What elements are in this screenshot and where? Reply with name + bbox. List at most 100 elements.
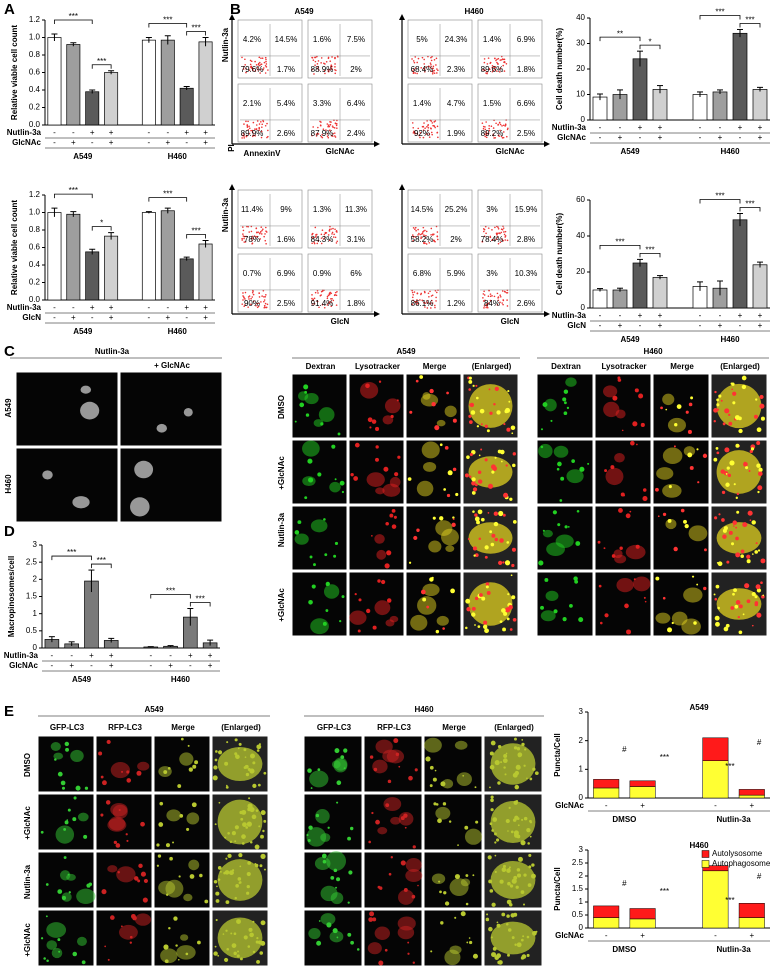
label: 6.9% xyxy=(277,269,295,278)
puncta xyxy=(515,764,521,770)
puncta xyxy=(635,544,640,549)
event-dot xyxy=(260,121,262,123)
label: 6% xyxy=(350,269,362,278)
puncta xyxy=(252,920,255,923)
puncta xyxy=(464,825,469,830)
puncta xyxy=(407,952,410,955)
significance-bracket xyxy=(91,226,112,231)
puncta xyxy=(252,783,257,788)
puncta xyxy=(413,535,418,541)
puncta xyxy=(464,473,469,478)
event-dot xyxy=(314,56,316,59)
label: 0.2 xyxy=(29,278,41,287)
label: Nutlin-3a xyxy=(7,128,42,137)
event-dot xyxy=(315,133,318,135)
label: + xyxy=(109,128,114,137)
puncta xyxy=(333,554,337,558)
event-dot xyxy=(412,70,414,72)
event-dot xyxy=(421,56,424,59)
event-dot xyxy=(485,121,487,123)
puncta xyxy=(241,809,247,815)
cell xyxy=(118,924,138,940)
label: GFP-LC3 xyxy=(50,723,85,732)
event-dot xyxy=(332,132,334,135)
puncta xyxy=(67,873,70,876)
puncta xyxy=(334,541,339,546)
puncta xyxy=(247,945,251,948)
event-dot xyxy=(259,68,262,71)
puncta xyxy=(501,912,506,917)
label: * xyxy=(648,37,651,46)
puncta xyxy=(757,549,761,552)
event-dot xyxy=(256,66,259,69)
puncta xyxy=(732,401,736,405)
puncta xyxy=(502,864,506,868)
puncta xyxy=(226,784,228,787)
label: + xyxy=(203,128,208,137)
event-dot xyxy=(492,127,495,129)
cell xyxy=(468,522,513,554)
puncta xyxy=(439,443,443,447)
puncta xyxy=(512,617,517,622)
puncta xyxy=(129,941,132,944)
puncta xyxy=(369,911,375,917)
cell xyxy=(366,472,385,487)
label: 0.4 xyxy=(29,85,41,94)
event-dot xyxy=(419,131,422,134)
puncta xyxy=(735,552,741,558)
label: 1.2 xyxy=(29,15,41,24)
puncta xyxy=(757,485,763,491)
event-dot xyxy=(315,135,318,137)
event-dot xyxy=(415,229,417,232)
label: + xyxy=(109,313,114,322)
puncta xyxy=(714,615,720,621)
event-dot xyxy=(258,64,261,67)
puncta xyxy=(231,831,236,836)
micrograph xyxy=(15,371,119,447)
cell xyxy=(66,873,76,881)
puncta xyxy=(497,449,502,454)
event-dot xyxy=(429,62,432,64)
cell xyxy=(422,583,440,597)
event-dot xyxy=(500,231,503,234)
puncta xyxy=(442,627,445,630)
cell xyxy=(436,419,446,427)
puncta xyxy=(471,481,476,486)
event-dot xyxy=(504,125,506,127)
label: H460 xyxy=(4,474,13,494)
cell xyxy=(134,460,154,479)
label: 86.1% xyxy=(411,299,434,308)
puncta xyxy=(403,888,408,892)
event-dot xyxy=(320,135,323,138)
puncta xyxy=(725,482,730,487)
puncta xyxy=(509,628,513,631)
puncta xyxy=(720,399,723,402)
puncta xyxy=(722,422,726,426)
event-dot xyxy=(260,63,263,66)
puncta xyxy=(232,869,235,872)
event-dot xyxy=(497,299,500,302)
puncta xyxy=(454,874,460,880)
puncta xyxy=(529,777,533,781)
event-dot xyxy=(484,128,487,131)
cell xyxy=(390,816,401,825)
puncta xyxy=(325,609,329,612)
puncta xyxy=(690,396,694,400)
event-dot xyxy=(430,295,433,297)
event-dot xyxy=(262,228,264,231)
event-dot xyxy=(244,298,246,300)
puncta xyxy=(323,518,326,521)
puncta xyxy=(489,889,494,893)
cell xyxy=(540,610,556,622)
label: 2.5% xyxy=(277,299,295,308)
event-dot xyxy=(263,300,265,303)
event-dot xyxy=(425,66,427,68)
puncta xyxy=(696,448,699,451)
event-dot xyxy=(258,232,261,235)
event-dot xyxy=(256,235,259,238)
event-dot xyxy=(254,135,257,137)
puncta xyxy=(759,394,764,400)
cell xyxy=(320,913,336,926)
puncta xyxy=(740,549,745,554)
puncta xyxy=(466,607,471,612)
